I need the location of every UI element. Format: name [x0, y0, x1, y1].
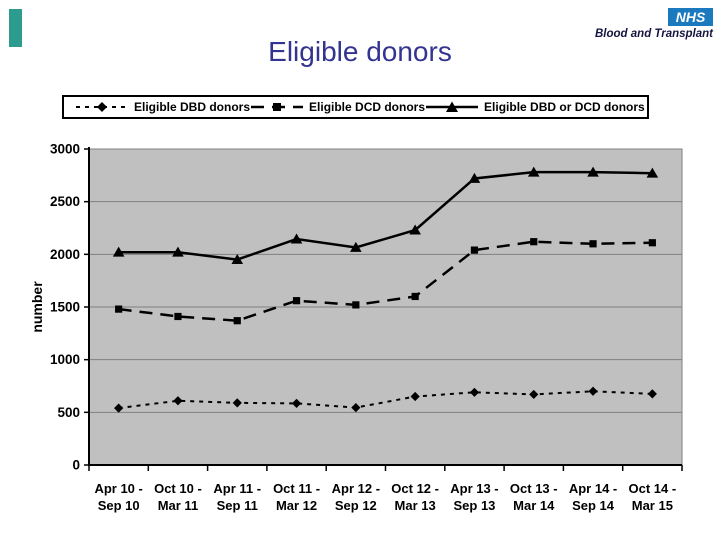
x-tick-label: Sep 13 — [453, 498, 495, 513]
triangle-marker — [409, 224, 421, 235]
chart-legend: Eligible DBD donors Eligible DCD donors … — [62, 95, 649, 119]
square-marker — [174, 312, 182, 321]
x-tick-label: Apr 10 - — [94, 481, 142, 496]
nhs-org-name: Blood and Transplant — [595, 28, 713, 40]
square-marker — [292, 297, 301, 305]
y-tick-label: 0 — [72, 458, 80, 473]
y-tick-label: 1000 — [50, 352, 80, 367]
legend-label-dbd: Eligible DBD donors — [134, 100, 251, 114]
x-tick-label: Apr 11 - — [213, 481, 261, 496]
y-tick-label: 1500 — [50, 300, 80, 315]
diamond-marker — [232, 398, 242, 408]
diamond-marker — [173, 396, 183, 406]
legend-sample-long-dash-square — [251, 103, 304, 111]
legend-sample-solid-triangle — [426, 101, 479, 112]
square-marker — [411, 292, 419, 301]
legend-sample-short-dash-diamond — [76, 102, 128, 112]
diamond-marker-icon — [97, 102, 107, 112]
y-tick-label: 500 — [57, 405, 80, 420]
triangle-marker — [290, 233, 303, 244]
diamond-marker — [291, 398, 302, 408]
triangle-marker — [172, 246, 184, 257]
triangle-marker — [468, 172, 481, 183]
square-marker — [648, 239, 656, 247]
legend-item-eligible-dbd-or-dcd-donors: Eligible DBD or DCD donors — [425, 100, 645, 114]
x-tick-label: Mar 15 — [632, 498, 673, 513]
x-tick-label: Apr 14 - — [569, 481, 617, 496]
triangle-marker — [587, 166, 599, 177]
series-line-eligible-dcd-donors — [118, 240, 653, 322]
x-tick-label: Oct 10 - — [154, 481, 202, 496]
diamond-marker — [647, 389, 657, 399]
x-tick-label: Sep 14 — [572, 498, 615, 513]
x-tick-label: Mar 12 — [276, 498, 317, 513]
page-title: Eligible donors — [268, 36, 452, 67]
square-marker-icon — [273, 103, 282, 111]
diamond-marker — [529, 389, 539, 400]
series-line-eligible-dbd-or-dcd-donors — [118, 170, 653, 261]
x-tick-label: Apr 12 - — [332, 481, 380, 496]
x-tick-label: Oct 12 - — [391, 481, 439, 496]
diamond-marker — [469, 387, 480, 397]
nhs-logo: NHS — [668, 8, 713, 26]
triangle-marker-icon — [446, 101, 459, 112]
square-marker — [589, 240, 597, 248]
triangle-marker — [350, 241, 362, 252]
y-tick-label: 2500 — [50, 194, 80, 209]
y-axis-title: number — [29, 281, 45, 333]
x-tick-label: Sep 10 — [98, 498, 140, 513]
legend-label-dcd: Eligible DCD donors — [309, 100, 426, 114]
nhs-logo-block: NHS Blood and Transplant — [595, 8, 713, 40]
diamond-marker — [351, 402, 361, 413]
x-tick-label: Mar 14 — [513, 498, 555, 513]
legend-label-dbd-or-dcd: Eligible DBD or DCD donors — [484, 100, 645, 114]
x-tick-label: Oct 14 - — [629, 481, 677, 496]
triangle-marker — [527, 166, 540, 177]
diamond-marker — [114, 403, 124, 413]
x-tick-label: Oct 13 - — [510, 481, 558, 496]
triangle-marker — [646, 167, 659, 178]
diamond-marker — [410, 391, 420, 402]
diamond-marker — [588, 386, 598, 396]
x-tick-label: Sep 12 — [335, 498, 377, 513]
square-marker — [115, 305, 123, 313]
square-marker — [470, 246, 479, 254]
x-tick-label: Apr 13 - — [450, 481, 498, 496]
x-tick-label: Oct 11 - — [273, 481, 320, 496]
accent-bar — [9, 9, 22, 47]
square-marker — [352, 301, 360, 309]
x-tick-label: Sep 11 — [217, 498, 258, 513]
square-marker — [233, 317, 241, 325]
legend-item-eligible-dbd-donors: Eligible DBD donors — [75, 100, 250, 114]
triangle-marker — [231, 254, 244, 264]
legend-item-eligible-dcd-donors: Eligible DCD donors — [250, 100, 425, 114]
x-tick-label: Mar 11 — [158, 498, 198, 513]
x-tick-label: Mar 13 — [395, 498, 436, 513]
triangle-marker — [112, 246, 125, 257]
y-tick-label: 2000 — [50, 247, 80, 262]
y-tick-label: 3000 — [50, 142, 80, 157]
square-marker — [530, 238, 538, 246]
